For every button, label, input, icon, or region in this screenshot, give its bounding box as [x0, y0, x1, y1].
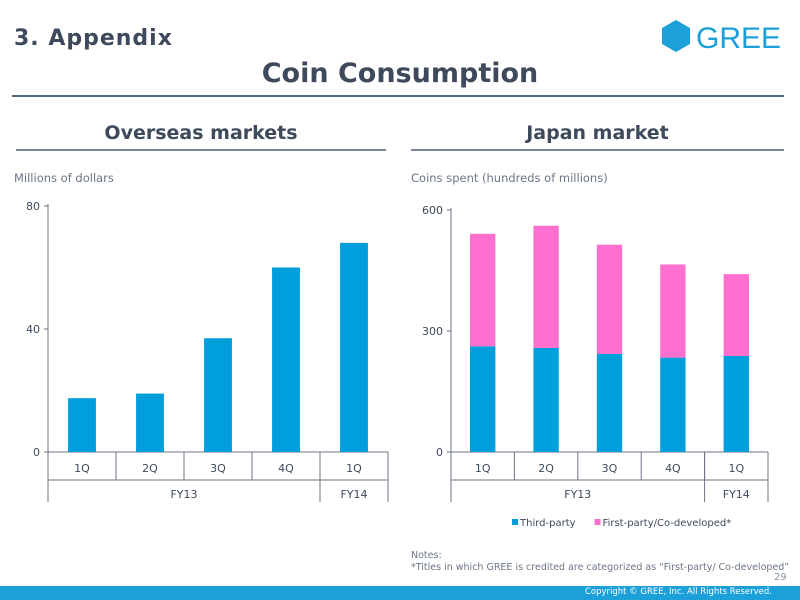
japan-group-label: FY14 — [723, 488, 750, 501]
japan-y-tick-label: 300 — [422, 325, 443, 338]
right-panel-title: Japan market — [526, 122, 669, 144]
japan-category-label: 1Q — [728, 462, 744, 475]
gree-logo: GREE — [662, 20, 780, 54]
footer-bar: Copyright © GREE, Inc. All Rights Reserv… — [0, 586, 800, 600]
overseas-bar — [272, 267, 300, 452]
japan-bar-third-party — [533, 347, 559, 452]
left-panel-divider — [16, 149, 386, 151]
overseas-group-label: FY14 — [340, 488, 367, 501]
overseas-y-tick-label: 80 — [26, 200, 40, 213]
japan-legend-label: Third-party — [519, 518, 576, 529]
left-unit-label: Millions of dollars — [14, 171, 114, 185]
logo-hexagon-icon — [662, 20, 690, 52]
japan-bar-first-party — [533, 225, 559, 348]
notes-heading: Notes: — [411, 550, 442, 561]
overseas-group-label: FY13 — [170, 488, 197, 501]
overseas-category-label: 1Q — [74, 462, 90, 475]
section-title: 3. Appendix — [14, 26, 173, 51]
japan-y-tick-label: 600 — [422, 204, 443, 217]
logo-text: GREE — [696, 22, 780, 54]
right-unit-label: Coins spent (hundreds of millions) — [411, 171, 608, 185]
japan-bar-first-party — [723, 274, 749, 357]
japan-stacked-bar-chart: 0 300 600 1Q 2Q 3Q 4Q 1Q FY13 FY14 Third-party Firs… — [422, 204, 769, 529]
japan-y-tick-label: 0 — [436, 446, 443, 459]
japan-legend-swatch — [594, 519, 601, 525]
japan-category-label: 1Q — [475, 462, 491, 475]
overseas-y-tick-label: 0 — [33, 446, 40, 459]
overseas-bar — [340, 242, 368, 452]
japan-bar-first-party — [596, 244, 623, 354]
left-panel-title: Overseas markets — [104, 122, 298, 144]
japan-category-label: 4Q — [665, 462, 681, 475]
japan-bar-third-party — [596, 353, 623, 452]
japan-category-label: 3Q — [602, 462, 618, 475]
right-panel-divider — [411, 149, 784, 151]
overseas-bar — [136, 393, 164, 452]
overseas-bar — [68, 398, 96, 452]
japan-bar-first-party — [660, 264, 686, 358]
overseas-category-label: 4Q — [278, 462, 294, 475]
japan-legend-swatch — [512, 519, 518, 525]
japan-legend-label: First-party/Co-developed* — [603, 518, 732, 529]
overseas-bar-chart: 0 40 80 1Q 2Q 3Q 4Q 1Q FY13 FY14 — [26, 200, 389, 502]
japan-bar-third-party — [470, 346, 496, 452]
overseas-bar — [204, 338, 232, 452]
notes-text: *Titles in which GREE is credited are ca… — [411, 562, 790, 573]
japan-category-label: 2Q — [538, 462, 554, 475]
japan-bar-third-party — [723, 356, 749, 452]
overseas-category-label: 1Q — [346, 462, 362, 475]
page-number: 29 — [774, 572, 787, 583]
overseas-y-tick-label: 40 — [26, 323, 40, 336]
japan-group-label: FY13 — [564, 488, 591, 501]
overseas-category-label: 3Q — [210, 462, 226, 475]
page-title: Coin Consumption — [261, 58, 539, 89]
notes: Notes: *Titles in which GREE is credited… — [411, 550, 789, 574]
copyright: Copyright © GREE, Inc. All Rights Reserv… — [584, 587, 772, 597]
japan-bar-first-party — [470, 233, 496, 347]
overseas-category-label: 2Q — [142, 462, 158, 475]
title-divider — [12, 95, 784, 97]
japan-bar-third-party — [660, 357, 686, 452]
